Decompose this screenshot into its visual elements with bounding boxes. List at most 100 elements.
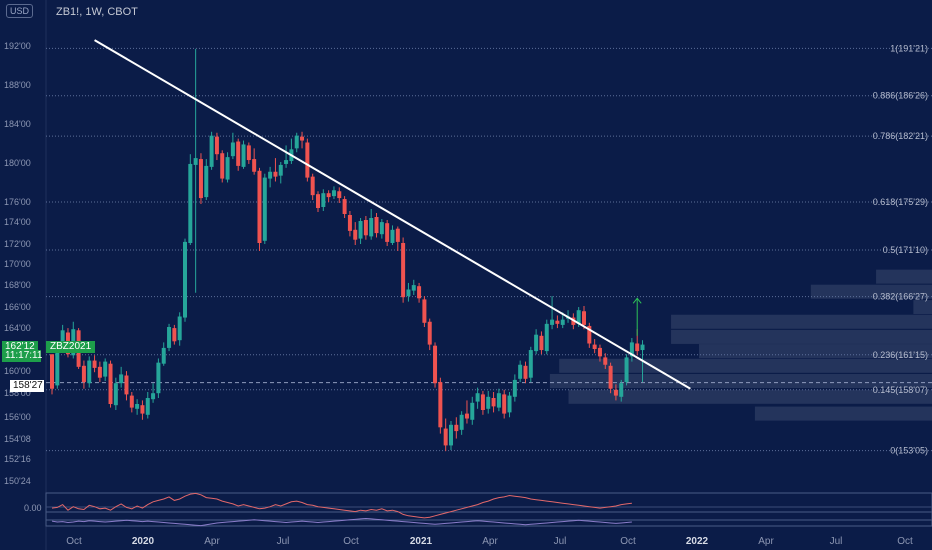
arrow-head	[632, 297, 642, 304]
candle-body	[326, 193, 331, 198]
candle-body	[129, 395, 134, 408]
fib-level-label: 0.618(175'29)	[873, 197, 928, 207]
candle-body	[629, 342, 634, 357]
candle-body	[161, 347, 166, 364]
candle-body	[214, 136, 219, 155]
x-tick-label: Apr	[204, 536, 220, 547]
candle-body	[167, 327, 172, 348]
y-tick-label: 152'16	[4, 454, 31, 464]
candle-body	[347, 215, 352, 231]
volume-profile-bar	[810, 284, 932, 299]
y-tick-label: 192'00	[4, 41, 31, 51]
y-tick-label: 188'00	[4, 80, 31, 90]
candle-body	[331, 190, 336, 197]
fib-level-label: 0.886(186'26)	[873, 91, 928, 101]
candle-body	[496, 393, 501, 408]
candle-body	[449, 424, 453, 446]
candle-body	[124, 375, 129, 395]
candle-body	[177, 316, 182, 341]
candle-body	[555, 320, 560, 324]
candle-body	[523, 365, 528, 379]
candle-body	[379, 222, 384, 235]
candle-body	[300, 136, 305, 141]
trendline	[94, 39, 691, 390]
x-tick-label: Jul	[554, 536, 567, 547]
candle-body	[411, 285, 416, 291]
candle-body	[204, 165, 209, 198]
candle-body	[544, 323, 549, 352]
candle-body	[608, 365, 613, 389]
candle-body	[619, 383, 624, 397]
candle-body	[119, 374, 124, 384]
contract-tag: ZBZ2021	[46, 341, 96, 353]
candle-body	[151, 393, 156, 400]
candle-body	[459, 414, 464, 430]
oscillator-line	[51, 517, 632, 527]
candle-body	[587, 325, 592, 344]
candle-body	[60, 330, 65, 348]
candle-body	[81, 365, 86, 383]
candle-body	[87, 360, 92, 384]
candle-body	[236, 141, 241, 166]
candle-body	[475, 393, 480, 402]
candle-body	[518, 364, 523, 379]
candle-body	[316, 194, 320, 208]
x-tick-label: 2021	[410, 536, 433, 547]
x-tick-label: Oct	[66, 536, 82, 547]
candle-body	[512, 379, 517, 397]
candle-body	[220, 153, 225, 179]
y-tick-label: 170'00	[4, 259, 31, 269]
candle-body	[491, 398, 496, 407]
volume-profile-bar	[913, 300, 932, 315]
candle-body	[337, 191, 342, 199]
candle-body	[640, 344, 645, 351]
candle-body	[597, 347, 602, 357]
x-tick-label: Jul	[830, 536, 843, 547]
y-tick-label: 172'00	[4, 239, 31, 249]
fib-level-label: 0.145(158'07)	[873, 385, 928, 395]
candle-body	[470, 402, 475, 420]
y-tick-label: 176'00	[4, 197, 31, 207]
candle-body	[374, 217, 379, 234]
volume-profile-bar	[568, 389, 932, 404]
volume-profile-bar	[671, 314, 932, 329]
x-tick-label: Oct	[343, 536, 359, 547]
indicator-tick-label: 0.00	[24, 503, 42, 513]
x-tick-label: Jul	[277, 536, 290, 547]
fib-level-label: 1(191'21)	[890, 43, 928, 53]
candle-body	[92, 360, 97, 368]
volume-profile-bar	[559, 358, 932, 373]
candle-body	[534, 334, 539, 352]
x-tick-label: Apr	[482, 536, 498, 547]
candle-body	[395, 228, 400, 242]
candle-body	[198, 159, 203, 199]
candle-body	[97, 366, 102, 378]
candle-body	[278, 164, 283, 176]
candle-body	[225, 157, 230, 180]
candle-body	[507, 395, 512, 413]
fib-level-label: 0.236(161'15)	[873, 350, 928, 360]
y-tick-label: 164'00	[4, 323, 31, 333]
candle-body	[486, 396, 491, 409]
candle-body	[443, 428, 448, 446]
volume-profile-bar	[671, 329, 932, 344]
candle-body	[183, 241, 187, 318]
candle-body	[257, 170, 262, 243]
candle-body	[113, 383, 118, 406]
candle-body	[268, 171, 273, 179]
x-tick-label: Oct	[897, 536, 913, 547]
candle-body	[406, 289, 411, 297]
candle-body	[241, 144, 246, 167]
volume-profile-bar	[754, 406, 932, 421]
candle-body	[172, 328, 177, 342]
currency-label[interactable]: USD	[6, 4, 34, 18]
candle-body	[209, 135, 214, 167]
candle-body	[464, 413, 469, 419]
candle-body	[321, 193, 326, 207]
x-tick-label: 2020	[132, 536, 155, 547]
candle-body	[358, 221, 363, 239]
candle-body	[252, 159, 257, 172]
candle-body	[188, 163, 193, 243]
cursor-price-tag: 158'27	[10, 380, 44, 392]
